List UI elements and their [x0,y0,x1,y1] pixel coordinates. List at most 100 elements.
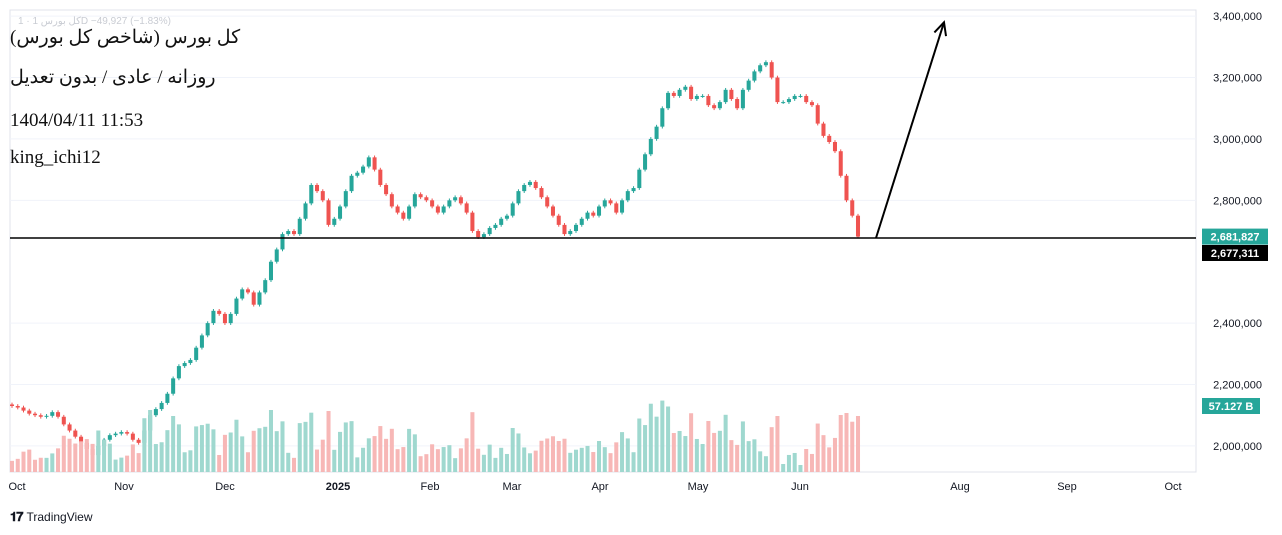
candle-body[interactable] [27,410,32,414]
candle-body[interactable] [217,310,222,314]
candle-body[interactable] [407,206,412,219]
candle-body[interactable] [740,89,745,109]
candle-body[interactable] [320,191,325,201]
candle-body[interactable] [591,212,596,216]
candle-body[interactable] [689,86,694,100]
candle-body[interactable] [481,234,486,238]
candle-body[interactable] [516,191,521,204]
candle-body[interactable] [355,172,360,176]
candle-body[interactable] [372,157,377,170]
candle-body[interactable] [631,188,636,192]
candle-body[interactable] [222,313,227,324]
candle-body[interactable] [752,71,757,81]
candle-body[interactable] [119,432,124,434]
candle-body[interactable] [79,436,84,443]
candle-body[interactable] [832,142,837,152]
candle-body[interactable] [493,224,498,228]
candle-body[interactable] [487,227,492,235]
candle-body[interactable] [476,231,481,238]
candle-body[interactable] [159,402,164,410]
candle-body[interactable] [786,99,791,103]
candle-body[interactable] [21,407,26,411]
candle-body[interactable] [717,102,722,109]
candle-body[interactable] [809,102,814,106]
candle-body[interactable] [401,212,406,219]
candle-body[interactable] [573,224,579,232]
candle-body[interactable] [343,191,348,207]
candle-body[interactable] [470,212,475,232]
candle-body[interactable] [33,413,38,416]
candle-body[interactable] [763,62,768,66]
candle-body[interactable] [815,105,820,124]
candle-body[interactable] [309,184,314,204]
candle-body[interactable] [56,412,61,417]
candle-body[interactable] [182,363,187,367]
candle-body[interactable] [666,92,671,109]
candle-body[interactable] [67,424,72,431]
candle-body[interactable] [263,280,268,293]
candle-body[interactable] [838,151,843,176]
candle-body[interactable] [245,289,250,293]
candle-body[interactable] [769,62,774,78]
candle-body[interactable] [798,95,803,97]
candle-body[interactable] [61,416,66,425]
candle-body[interactable] [608,200,613,204]
candle-body[interactable] [297,218,302,235]
candle-body[interactable] [453,197,458,201]
candle-body[interactable] [620,200,625,213]
candle-body[interactable] [441,206,446,213]
candle-body[interactable] [113,433,118,436]
candle-body[interactable] [533,181,538,189]
candle-body[interactable] [660,108,665,127]
candle-body[interactable] [418,194,423,198]
candle-body[interactable] [199,335,204,348]
candle-body[interactable] [44,415,49,417]
candle-body[interactable] [50,412,55,416]
candle-body[interactable] [458,197,463,204]
projection-arrow-shaft[interactable] [875,21,945,239]
candle-body[interactable] [15,406,20,408]
candle-body[interactable] [291,231,297,235]
candle-body[interactable] [712,105,717,109]
candle-body[interactable] [464,203,469,213]
candle-body[interactable] [280,234,285,250]
candle-body[interactable] [395,206,400,213]
candle-body[interactable] [821,123,826,136]
candle-body[interactable] [228,313,233,324]
candle-body[interactable] [781,102,786,104]
candle-body[interactable] [597,206,602,216]
candle-body[interactable] [683,86,688,90]
candle-body[interactable] [775,77,780,103]
candle-body[interactable] [723,89,728,103]
candle-body[interactable] [850,200,855,216]
candle-body[interactable] [389,194,394,207]
candle-body[interactable] [643,154,648,170]
candle-body[interactable] [855,215,861,237]
candle-body[interactable] [539,188,544,198]
candle-body[interactable] [378,169,383,185]
candle-body[interactable] [700,95,705,97]
candle-body[interactable] [366,157,371,167]
candle-body[interactable] [579,218,584,225]
candle-body[interactable] [758,65,763,72]
candle-body[interactable] [729,89,734,100]
candle-body[interactable] [211,310,216,324]
candle-body[interactable] [130,433,135,440]
candle-body[interactable] [136,439,141,443]
candle-body[interactable] [194,347,199,360]
candle-body[interactable] [694,95,699,100]
candle-body[interactable] [545,197,550,207]
candle-body[interactable] [827,135,832,142]
candle-body[interactable] [153,409,158,416]
candle-body[interactable] [73,430,78,437]
candle-body[interactable] [602,200,607,207]
candle-body[interactable] [435,206,440,213]
candle-body[interactable] [568,231,573,235]
candle-body[interactable] [527,181,532,185]
candle-body[interactable] [257,292,262,305]
candle-body[interactable] [349,175,354,192]
candle-body[interactable] [671,92,676,96]
candle-body[interactable] [188,359,193,364]
candle-body[interactable] [176,366,181,379]
candle-body[interactable] [504,215,509,219]
